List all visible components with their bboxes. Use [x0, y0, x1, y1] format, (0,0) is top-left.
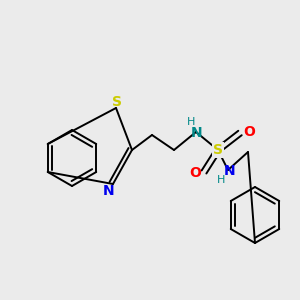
- Text: N: N: [224, 164, 236, 178]
- Text: H: H: [187, 117, 195, 127]
- Text: O: O: [189, 166, 201, 180]
- Text: S: S: [213, 143, 223, 157]
- Text: S: S: [112, 95, 122, 109]
- Text: N: N: [191, 126, 203, 140]
- Text: H: H: [217, 175, 225, 185]
- Text: O: O: [243, 125, 255, 139]
- Text: N: N: [103, 184, 115, 198]
- Text: S: S: [213, 143, 223, 157]
